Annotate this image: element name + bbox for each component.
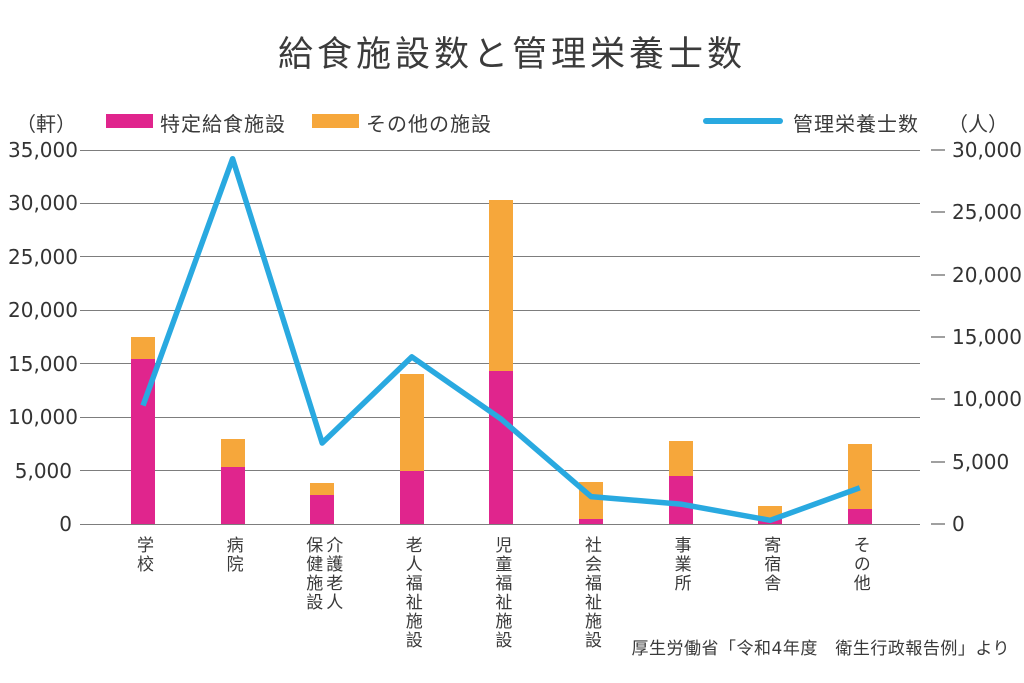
left-axis-tick-label: 10,000 xyxy=(8,405,78,430)
bar-sonota-8 xyxy=(847,443,872,510)
right-axis-tick-label: 25,000 xyxy=(952,200,1022,225)
x-label-line: 病院 xyxy=(222,536,243,574)
bar-sonota-4 xyxy=(489,200,514,372)
x-label-line: 社会福祉施設 xyxy=(581,536,601,650)
left-axis-tick-label: 25,000 xyxy=(8,244,78,269)
bar-sonota-1 xyxy=(220,438,245,468)
chart-title: 給食施設数と管理栄養士数 xyxy=(277,35,746,75)
right-axis-tick xyxy=(931,523,945,525)
bar-tokutei-2 xyxy=(310,495,335,524)
bar-tokutei-5 xyxy=(579,518,603,524)
bar-tokutei-6 xyxy=(668,475,693,524)
x-label-line: 介護老人 xyxy=(322,536,343,612)
bar-sonota-3 xyxy=(399,374,424,471)
dietitian-line xyxy=(140,155,861,524)
x-label-line: 学校 xyxy=(133,536,153,574)
x-label-1: 病院 xyxy=(223,536,243,574)
right-axis-tick xyxy=(931,273,945,276)
right-axis-tick xyxy=(931,398,945,401)
right-axis-tick-label: 5,000 xyxy=(952,449,1010,474)
left-axis-tick-label: 15,000 xyxy=(8,351,78,376)
legend-label-tokutei: 特定給食施設 xyxy=(160,112,286,136)
legend-swatch-sonota xyxy=(312,114,359,128)
x-label-7: 寄宿舎 xyxy=(760,536,780,593)
dietitian-line-series xyxy=(140,155,861,524)
right-axis-tick xyxy=(931,211,945,214)
right-axis-tick-label: 0 xyxy=(952,512,965,536)
bar-tokutei-8 xyxy=(847,509,872,524)
x-label-0: 学校 xyxy=(133,536,153,574)
x-label-line: 老人福祉施設 xyxy=(401,536,422,650)
x-label-line: 寄宿舎 xyxy=(760,536,781,593)
left-axis-tick-label: 20,000 xyxy=(8,298,78,323)
legend-label-sonota: その他の施設 xyxy=(366,112,492,136)
right-axis-tick xyxy=(931,460,945,463)
right-axis-tick-label: 30,000 xyxy=(952,138,1022,162)
x-label-2: 介護老人 保健施設 xyxy=(302,536,342,612)
bar-tokutei-4 xyxy=(489,371,514,524)
bar-tokutei-1 xyxy=(220,467,245,524)
bar-sonota-2 xyxy=(310,483,335,496)
right-axis-unit: （人） xyxy=(948,112,1008,136)
x-label-line: 保健施設 xyxy=(302,536,323,612)
right-axis-tick xyxy=(931,336,945,338)
legend-swatch-tokutei xyxy=(106,114,153,128)
left-axis-tick-label: 30,000 xyxy=(8,191,78,216)
x-label-5: 社会福祉施設 xyxy=(581,536,601,650)
x-label-6: 事業所 xyxy=(671,536,691,593)
x-label-3: 老人福祉施設 xyxy=(402,536,422,650)
legend-label-line: 管理栄養士数 xyxy=(793,112,919,136)
right-axis-tick xyxy=(931,149,945,151)
gridline-35000 xyxy=(80,149,920,151)
source-note: 厚生労働省「令和4年度 衛生行政報告例」より xyxy=(631,639,1010,659)
x-label-line: 児童福祉施設 xyxy=(491,536,512,650)
right-axis-tick-label: 20,000 xyxy=(952,262,1022,287)
bar-line-plot-area xyxy=(80,149,920,525)
x-label-4: 児童福祉施設 xyxy=(491,536,511,650)
right-axis-tick-label: 15,000 xyxy=(952,325,1022,349)
bar-sonota-0 xyxy=(131,337,155,360)
legend-swatch-line xyxy=(703,118,783,124)
x-label-line: その他 xyxy=(849,536,870,593)
bar-sonota-6 xyxy=(668,440,693,476)
left-axis-tick-label: 0 xyxy=(59,512,72,536)
left-axis-tick-label: 5,000 xyxy=(14,458,72,483)
gridline-0 xyxy=(80,523,920,525)
right-axis-tick-label: 10,000 xyxy=(952,387,1022,412)
bar-tokutei-3 xyxy=(399,470,424,524)
left-axis-unit: （軒） xyxy=(16,112,76,136)
left-axis-tick-label: 35,000 xyxy=(8,138,78,162)
x-label-8: その他 xyxy=(850,536,870,593)
x-label-line: 事業所 xyxy=(670,536,691,593)
